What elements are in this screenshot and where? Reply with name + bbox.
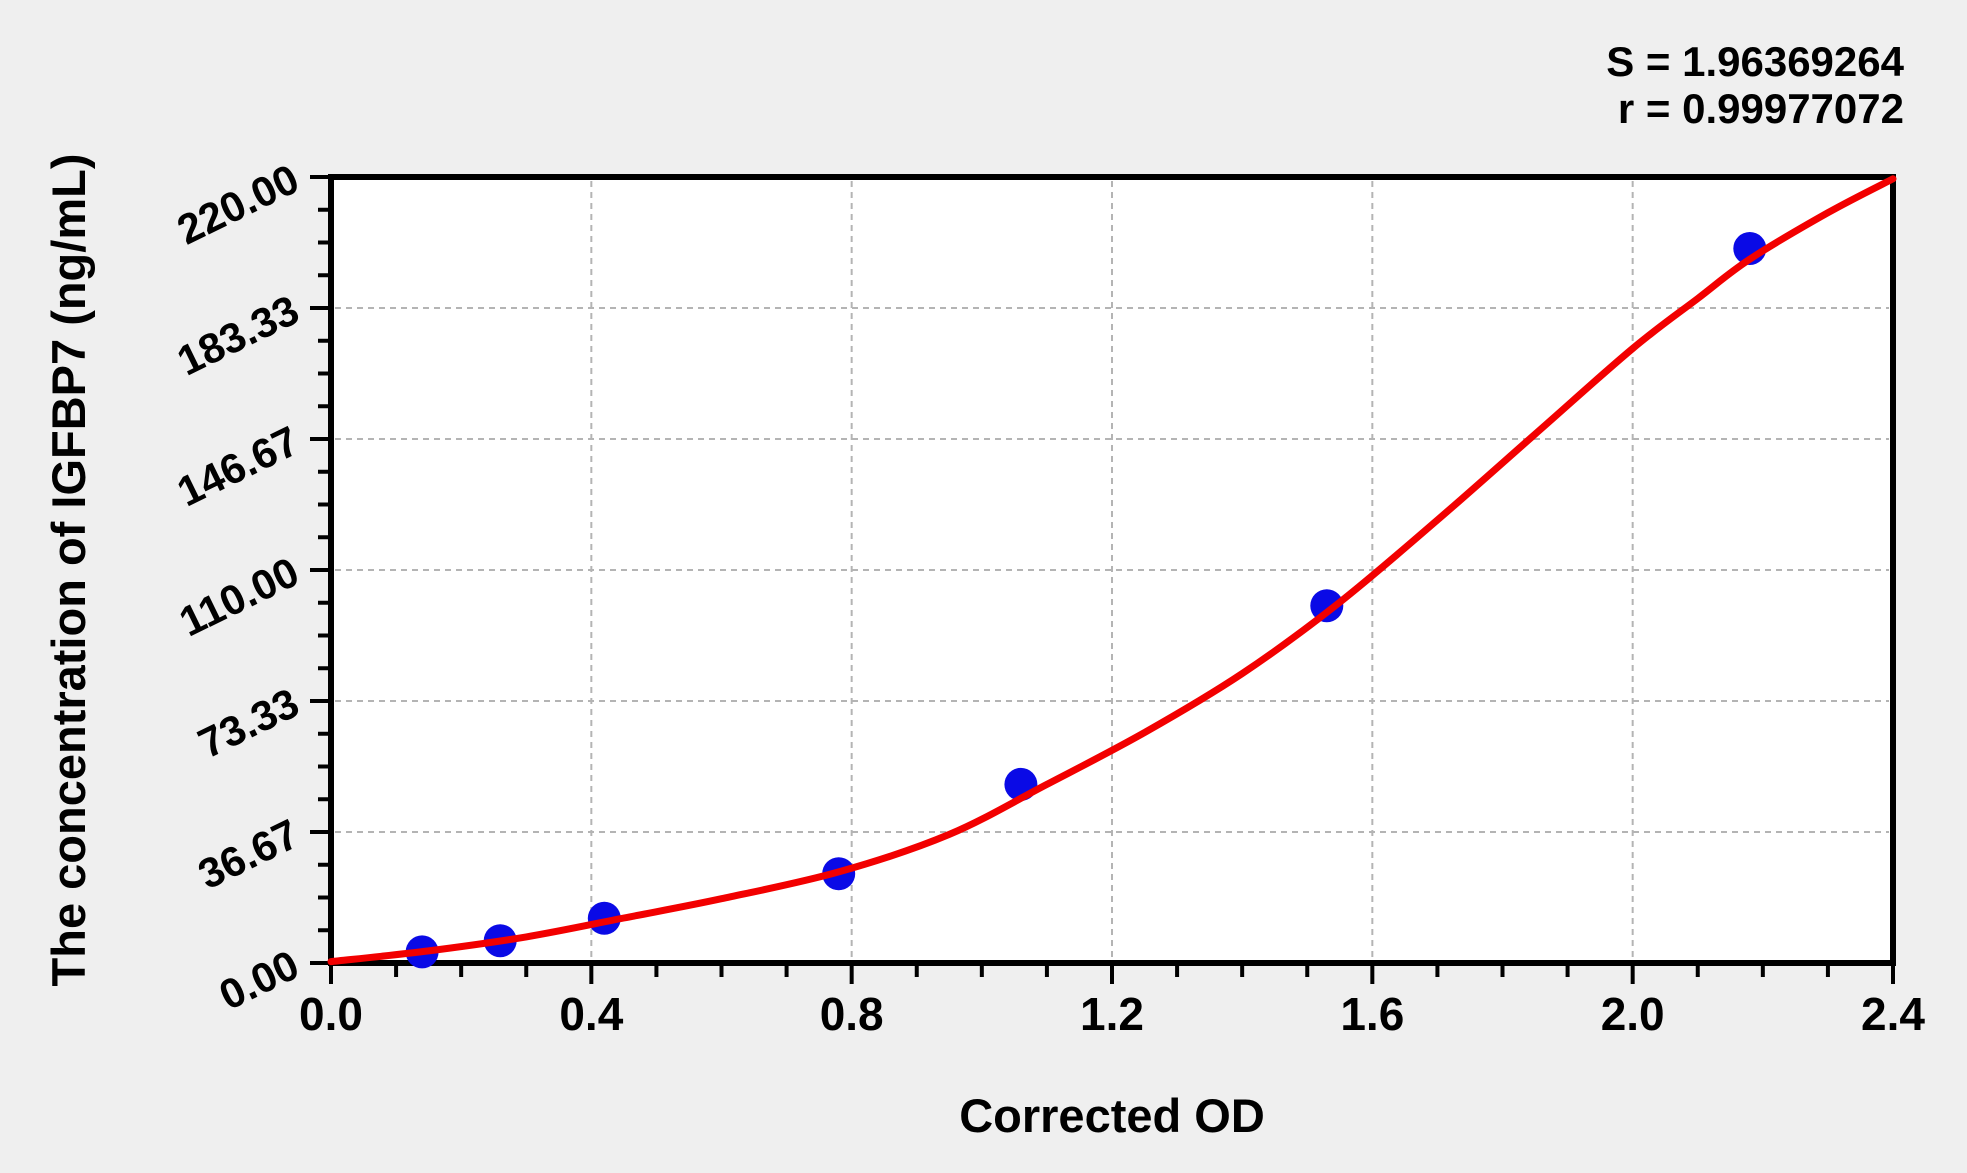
stat-s-value: S = 1.96369264 [1606,38,1904,85]
y-tick-label: 73.33 [191,679,306,767]
x-tick-label: 0.8 [820,988,884,1040]
y-axis-title: The concentration of IGFBP7 (ng/mL) [42,154,95,987]
y-tick-label: 146.67 [170,417,306,516]
gridlines [335,181,1889,959]
data-points [405,232,1767,969]
y-tick-label: 0.00 [212,941,306,1019]
fit-curve [327,175,1897,966]
data-point [1310,589,1344,623]
y-tick-label: 220.00 [170,155,306,254]
x-tick-label: 0.4 [559,988,623,1040]
plot-frame [328,174,1896,966]
y-tick-label: 110.00 [172,548,306,646]
y-tick-label: 36.67 [191,810,306,898]
x-tick-label: 1.2 [1080,988,1144,1040]
x-tick-label: 0.0 [299,988,363,1040]
stat-r-value: r = 0.99977072 [1618,85,1904,132]
x-tick-label: 2.4 [1861,988,1925,1040]
x-axis-title: Corrected OD [959,1089,1265,1142]
y-tick-label: 183.33 [170,286,306,385]
x-tick-label: 2.0 [1601,988,1665,1040]
axis-ticks [310,175,1895,984]
x-tick-label: 1.6 [1340,988,1404,1040]
